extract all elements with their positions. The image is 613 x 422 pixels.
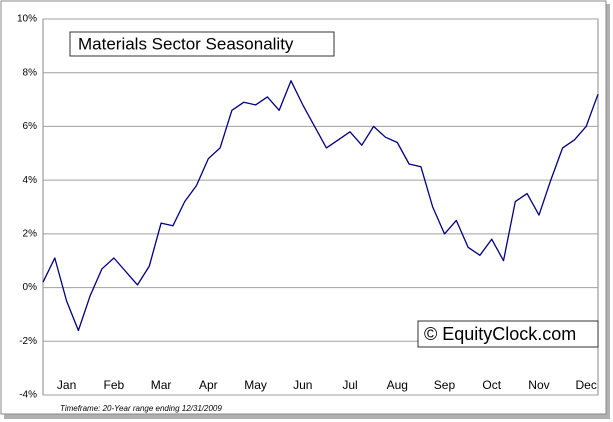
y-tick-label: 2% [23, 228, 38, 239]
y-tick-label: 0% [23, 282, 38, 293]
chart-title: Materials Sector Seasonality [78, 34, 294, 53]
x-tick-label: Jul [342, 378, 357, 392]
footnote: Timeframe: 20-Year range ending 12/31/20… [60, 404, 222, 413]
watermark-box [417, 320, 599, 348]
title-box [69, 31, 335, 57]
y-tick-label: -2% [19, 336, 37, 347]
x-tick-label: Dec [576, 378, 597, 392]
x-tick-label: Jan [57, 378, 76, 392]
x-tick-label: May [244, 378, 267, 392]
y-tick-label: 6% [23, 121, 38, 132]
x-tick-label: Oct [482, 378, 501, 392]
x-tick-label: Sep [434, 378, 456, 392]
y-tick-label: 4% [23, 175, 38, 186]
x-tick-label: Apr [199, 378, 218, 392]
x-tick-label: Feb [104, 378, 125, 392]
y-tick-label: 10% [17, 14, 37, 25]
x-tick-label: Jun [293, 378, 312, 392]
x-tick-label: Mar [151, 378, 172, 392]
x-tick-label: Aug [387, 378, 408, 392]
x-tick-label: Nov [528, 378, 549, 392]
watermark: © EquityClock.com [424, 324, 576, 344]
y-tick-label: 8% [23, 67, 38, 78]
series-line [42, 80, 599, 332]
y-tick-label: -4% [19, 390, 37, 401]
